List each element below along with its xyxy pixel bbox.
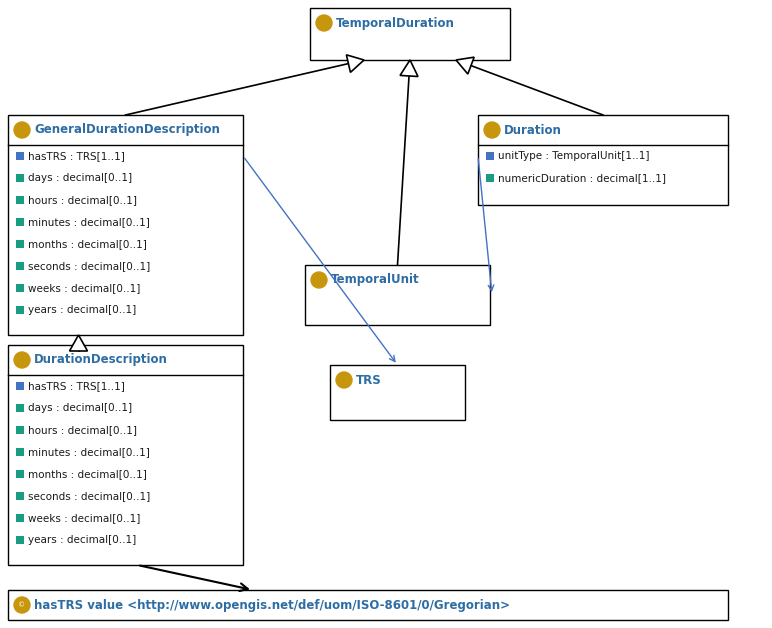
Bar: [16, 382, 24, 390]
Bar: [16, 196, 24, 204]
Text: unitType : TemporalUnit[1..1]: unitType : TemporalUnit[1..1]: [498, 151, 649, 161]
Bar: [486, 174, 494, 182]
Text: minutes : decimal[0..1]: minutes : decimal[0..1]: [28, 447, 150, 457]
Bar: [8, 590, 728, 620]
Text: months : decimal[0..1]: months : decimal[0..1]: [28, 469, 147, 479]
Text: seconds : decimal[0..1]: seconds : decimal[0..1]: [28, 261, 151, 271]
Text: TemporalDuration: TemporalDuration: [336, 16, 455, 30]
Bar: [16, 470, 24, 478]
Text: TRS: TRS: [356, 374, 381, 386]
Text: hours : decimal[0..1]: hours : decimal[0..1]: [28, 195, 137, 205]
Polygon shape: [347, 55, 364, 72]
Bar: [8, 345, 243, 565]
Bar: [478, 115, 728, 205]
Bar: [16, 152, 24, 160]
Bar: [8, 115, 243, 335]
Bar: [16, 306, 24, 314]
Text: ©: ©: [19, 602, 25, 608]
Text: weeks : decimal[0..1]: weeks : decimal[0..1]: [28, 283, 141, 293]
Text: TemporalUnit: TemporalUnit: [331, 274, 420, 286]
Bar: [16, 240, 24, 248]
Circle shape: [14, 122, 30, 138]
Text: days : decimal[0..1]: days : decimal[0..1]: [28, 403, 132, 413]
Polygon shape: [400, 60, 418, 77]
Circle shape: [484, 122, 500, 138]
Bar: [305, 265, 490, 325]
Text: months : decimal[0..1]: months : decimal[0..1]: [28, 239, 147, 249]
Text: DurationDescription: DurationDescription: [34, 354, 168, 367]
Text: hasTRS : TRS[1..1]: hasTRS : TRS[1..1]: [28, 381, 125, 391]
Text: numericDuration : decimal[1..1]: numericDuration : decimal[1..1]: [498, 173, 666, 183]
Bar: [16, 262, 24, 270]
Bar: [16, 448, 24, 456]
Circle shape: [336, 372, 352, 388]
Bar: [16, 284, 24, 292]
Text: years : decimal[0..1]: years : decimal[0..1]: [28, 305, 136, 315]
Text: days : decimal[0..1]: days : decimal[0..1]: [28, 173, 132, 183]
Text: weeks : decimal[0..1]: weeks : decimal[0..1]: [28, 513, 141, 523]
Bar: [310, 8, 510, 60]
Circle shape: [14, 597, 30, 613]
Bar: [16, 404, 24, 412]
Text: years : decimal[0..1]: years : decimal[0..1]: [28, 535, 136, 545]
Text: hasTRS value <http://www.opengis.net/def/uom/ISO-8601/0/Gregorian>: hasTRS value <http://www.opengis.net/def…: [34, 598, 510, 612]
Bar: [486, 152, 494, 160]
Circle shape: [14, 352, 30, 368]
Circle shape: [316, 15, 332, 31]
Polygon shape: [69, 335, 87, 351]
Polygon shape: [456, 57, 474, 74]
Text: GeneralDurationDescription: GeneralDurationDescription: [34, 124, 220, 136]
Bar: [16, 426, 24, 434]
Bar: [330, 365, 465, 420]
Text: hours : decimal[0..1]: hours : decimal[0..1]: [28, 425, 137, 435]
Text: Duration: Duration: [504, 124, 562, 136]
Text: hasTRS : TRS[1..1]: hasTRS : TRS[1..1]: [28, 151, 125, 161]
Bar: [16, 492, 24, 500]
Bar: [16, 218, 24, 226]
Circle shape: [311, 272, 327, 288]
Bar: [16, 174, 24, 182]
Bar: [16, 514, 24, 522]
Text: seconds : decimal[0..1]: seconds : decimal[0..1]: [28, 491, 151, 501]
Text: minutes : decimal[0..1]: minutes : decimal[0..1]: [28, 217, 150, 227]
Bar: [16, 536, 24, 544]
